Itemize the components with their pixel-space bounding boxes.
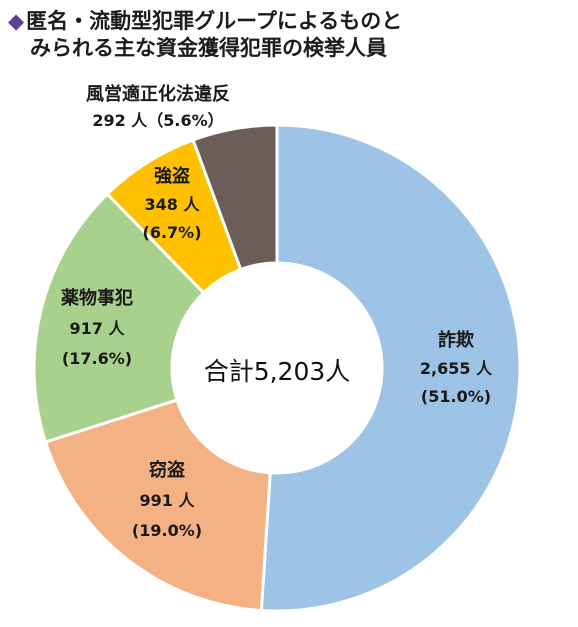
slice-4-value-label: 348 人 <box>145 195 201 214</box>
slice-5-name-label: 風営適正化法違反 <box>86 83 230 105</box>
slice-2-name-label: 窃盗 <box>149 459 185 481</box>
slice-2-value-label: 991 人 <box>140 491 196 510</box>
slices-group <box>32 123 522 613</box>
labels-group: 詐欺 2,655 人 (51.0%) 窃盗 991 人 (19.0%) 薬物事犯 917 人 (… <box>61 83 493 540</box>
slice-3-name-label: 薬物事犯 <box>61 287 133 309</box>
slice-5 <box>191 123 279 271</box>
slice-3-percent-label: (17.6%) <box>62 349 132 368</box>
center-total-label: 合計5,203人 <box>204 357 351 386</box>
slice-1 <box>259 123 522 613</box>
title-line-2: みられる主な資金獲得犯罪の検挙人員 <box>8 35 568 62</box>
slice-5-value-label: 292 人（5.6%） <box>92 111 223 130</box>
slice-4-name-label: 強盗 <box>154 165 190 187</box>
slice-3 <box>32 192 206 444</box>
slice-3-value-label: 917 人 <box>70 319 126 338</box>
title-line-1-text: 匿名・流動型犯罪グループによるものと <box>26 9 403 33</box>
slice-4-percent-label: (6.7%) <box>143 223 202 242</box>
slice-1-name-label: 詐欺 <box>438 329 474 351</box>
slice-2 <box>44 398 272 612</box>
chart-title: ◆匿名・流動型犯罪グループによるものと みられる主な資金獲得犯罪の検挙人員 <box>8 8 568 62</box>
title-line-2-text: みられる主な資金獲得犯罪の検挙人員 <box>30 36 387 60</box>
diamond-bullet-icon: ◆ <box>8 9 25 33</box>
slice-2-percent-label: (19.0%) <box>132 521 202 540</box>
slice-1-value-label: 2,655 人 <box>420 359 493 378</box>
slice-1-percent-label: (51.0%) <box>421 387 491 406</box>
title-line-1: ◆匿名・流動型犯罪グループによるものと <box>8 8 568 35</box>
